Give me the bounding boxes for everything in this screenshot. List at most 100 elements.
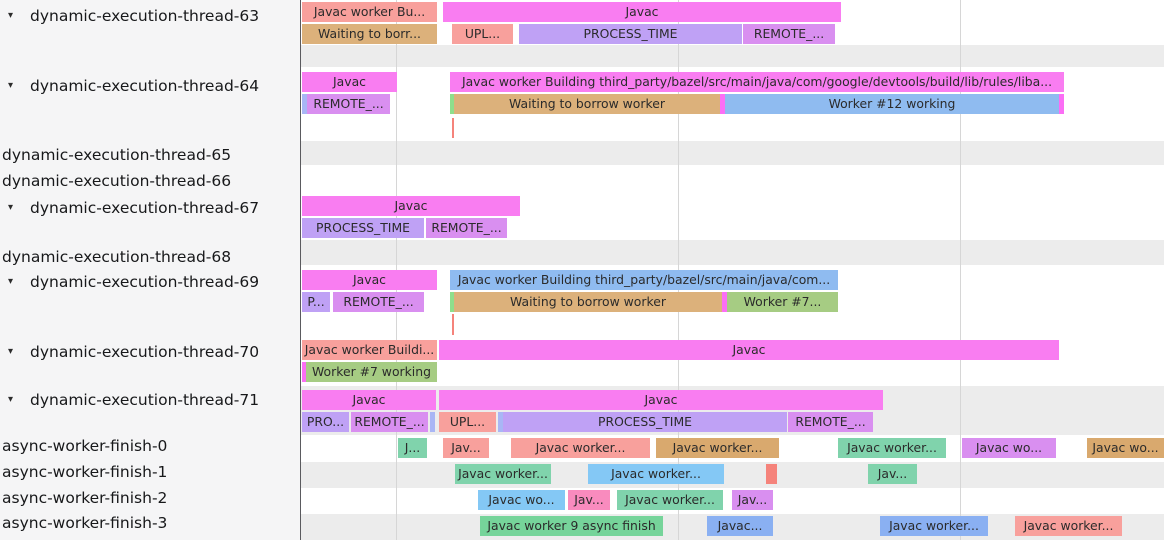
timeline-span[interactable]: UPL... <box>452 24 513 44</box>
timeline-span[interactable]: Javac worker 9 async finish <box>480 516 663 536</box>
timeline-span[interactable]: Javac <box>443 2 841 22</box>
triangle-expander-icon[interactable]: ▾ <box>8 346 14 357</box>
timeline-span[interactable]: REMOTE_... <box>351 412 428 432</box>
timeline-span[interactable] <box>450 94 454 114</box>
timeline-span[interactable]: Javac worker... <box>838 438 946 458</box>
track-background-band <box>300 240 1164 265</box>
timeline-canvas[interactable]: Javac worker Bu... Javac Waiting to borr..… <box>300 0 1164 540</box>
timeline-span[interactable]: Javac <box>439 390 883 410</box>
timeline-span[interactable]: REMOTE_... <box>307 94 390 114</box>
track-label[interactable]: ▾ dynamic-execution-thread-71 <box>0 391 259 409</box>
track-label-text: dynamic-execution-thread-64 <box>30 77 260 95</box>
timeline-span[interactable]: Jav... <box>868 464 917 484</box>
timeline-span[interactable]: REMOTE_... <box>426 218 507 238</box>
timeline-span[interactable]: PROCESS_TIME <box>519 24 742 44</box>
sidebar-divider <box>300 0 301 540</box>
timeline-span[interactable] <box>1059 94 1064 114</box>
track-label-text: dynamic-execution-thread-70 <box>30 343 260 361</box>
track-label[interactable]: ▾ dynamic-execution-thread-69 <box>0 273 259 291</box>
timeline-span[interactable]: REMOTE_... <box>743 24 835 44</box>
timeline-span[interactable]: Jav... <box>732 490 773 510</box>
track-label[interactable]: async-worker-finish-1 <box>0 463 167 481</box>
track-background-band <box>300 462 1164 488</box>
timeline-span[interactable]: Javac <box>302 196 520 216</box>
track-label-text: dynamic-execution-thread-66 <box>2 172 232 190</box>
timeline-span[interactable]: Javac wo... <box>1087 438 1164 458</box>
timeline-span[interactable]: Jav... <box>568 490 610 510</box>
timeline-span[interactable]: Waiting to borrow worker <box>454 94 720 114</box>
timeline-span[interactable]: Waiting to borr... <box>302 24 437 44</box>
timeline-span[interactable]: Javac worker... <box>656 438 779 458</box>
track-label[interactable]: ▾ dynamic-execution-thread-67 <box>0 199 259 217</box>
triangle-expander-icon[interactable]: ▾ <box>8 276 14 287</box>
timeline-span[interactable] <box>722 292 727 312</box>
timeline-span[interactable] <box>450 292 454 312</box>
track-label-text: dynamic-execution-thread-65 <box>2 146 232 164</box>
timeline-span[interactable] <box>430 412 435 432</box>
timeline-span[interactable]: UPL... <box>439 412 496 432</box>
triangle-expander-icon[interactable]: ▾ <box>8 10 14 21</box>
timeline-span[interactable]: PROCESS_TIME <box>503 412 787 432</box>
timeline-span[interactable]: Javac <box>302 72 397 92</box>
track-label-text: async-worker-finish-2 <box>2 489 168 507</box>
timeline-span[interactable]: Javac worker... <box>617 490 723 510</box>
track-label[interactable]: ▾ dynamic-execution-thread-63 <box>0 7 259 25</box>
timeline-span[interactable]: Javac wo... <box>478 490 565 510</box>
track-label[interactable]: ▾ dynamic-execution-thread-64 <box>0 77 259 95</box>
timeline-span[interactable]: Worker #7... <box>727 292 838 312</box>
timeline-span[interactable]: Waiting to borrow worker <box>454 292 722 312</box>
track-label[interactable]: async-worker-finish-3 <box>0 514 167 532</box>
timeline-span[interactable]: Javac <box>302 390 436 410</box>
timeline-span[interactable]: PROCESS_TIME <box>302 218 424 238</box>
timeline-span[interactable] <box>302 362 306 382</box>
track-label-text: async-worker-finish-0 <box>2 437 168 455</box>
track-label-text: dynamic-execution-thread-71 <box>30 391 260 409</box>
timeline-span[interactable]: Javac worker Buildi... <box>302 340 437 360</box>
track-label[interactable]: async-worker-finish-2 <box>0 489 167 507</box>
timeline-span[interactable]: REMOTE_... <box>333 292 424 312</box>
timeline-span[interactable]: Javac worker... <box>588 464 724 484</box>
track-label-text: dynamic-execution-thread-67 <box>30 199 260 217</box>
track-label-text: dynamic-execution-thread-68 <box>2 248 232 266</box>
track-label[interactable]: ▾ dynamic-execution-thread-70 <box>0 343 259 361</box>
track-label[interactable]: dynamic-execution-thread-66 <box>0 172 231 190</box>
track-label-text: dynamic-execution-thread-69 <box>30 273 260 291</box>
timeline-span[interactable]: Javac... <box>707 516 773 536</box>
track-name-sidebar: ▾ dynamic-execution-thread-63 ▾ dynamic-exe… <box>0 0 300 540</box>
timeline-span[interactable]: P... <box>302 292 330 312</box>
triangle-expander-icon[interactable]: ▾ <box>8 394 14 405</box>
timeline-span[interactable]: REMOTE_... <box>788 412 873 432</box>
timeline-span[interactable] <box>302 94 307 114</box>
timeline-span[interactable] <box>498 412 503 432</box>
timeline-span[interactable]: Javac <box>439 340 1059 360</box>
triangle-expander-icon[interactable]: ▾ <box>8 202 14 213</box>
timeline-span[interactable]: PRO... <box>302 412 349 432</box>
time-gridline <box>960 0 961 540</box>
timeline-span[interactable] <box>766 464 777 484</box>
track-label[interactable]: async-worker-finish-0 <box>0 437 167 455</box>
track-label[interactable]: dynamic-execution-thread-68 <box>0 248 231 266</box>
timeline-span[interactable]: Javac worker Building third_party/bazel/… <box>450 72 1064 92</box>
timeline-span[interactable] <box>452 314 454 335</box>
track-label[interactable]: dynamic-execution-thread-65 <box>0 146 231 164</box>
timeline-span[interactable]: Javac <box>302 270 437 290</box>
timeline-span[interactable]: Javac worker... <box>880 516 988 536</box>
track-label-text: async-worker-finish-3 <box>2 514 168 532</box>
timeline-span[interactable]: Javac wo... <box>962 438 1056 458</box>
timeline-span[interactable]: Javac worker Building third_party/bazel/… <box>450 270 838 290</box>
timeline-span[interactable]: Javac worker Bu... <box>302 2 437 22</box>
timeline-span[interactable]: Worker #12 working <box>725 94 1059 114</box>
timeline-span[interactable]: Worker #7 working <box>306 362 437 382</box>
timeline-span[interactable] <box>452 118 454 138</box>
timeline-span[interactable]: J... <box>398 438 427 458</box>
timeline-span[interactable]: Jav... <box>443 438 489 458</box>
timeline-span[interactable] <box>720 94 725 114</box>
timeline-span[interactable]: Javac worker... <box>1015 516 1122 536</box>
track-background-band <box>300 45 1164 67</box>
track-background-band <box>300 141 1164 165</box>
track-label-text: async-worker-finish-1 <box>2 463 168 481</box>
timeline-span[interactable]: Javac worker... <box>511 438 650 458</box>
timeline-span[interactable]: Javac worker... <box>455 464 551 484</box>
triangle-expander-icon[interactable]: ▾ <box>8 80 14 91</box>
